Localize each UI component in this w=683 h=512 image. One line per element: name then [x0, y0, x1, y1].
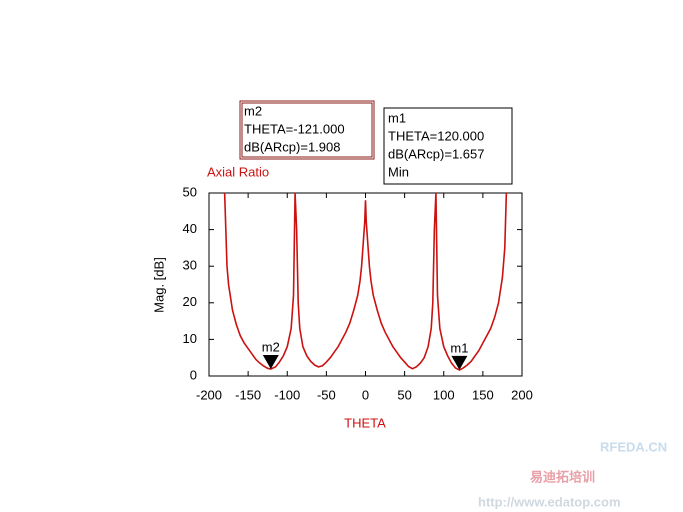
x-tick-label: 50 [397, 387, 411, 402]
marker-box-line: dB(ARcp)=1.657 [388, 146, 484, 161]
marker-box-name: m2 [244, 103, 262, 118]
marker-label: m1 [450, 340, 468, 355]
watermark: 易迪拓培训 [530, 469, 595, 484]
y-tick-label: 0 [190, 367, 197, 382]
marker-triangle [451, 355, 468, 370]
x-tick-label: 0 [362, 387, 369, 402]
y-tick-label: 30 [183, 258, 197, 273]
marker-label: m2 [262, 339, 280, 354]
curve [223, 192, 508, 371]
marker-box-line: dB(ARcp)=1.908 [244, 139, 340, 154]
x-tick-label: -150 [235, 387, 261, 402]
marker-box-line: THETA=120.000 [388, 128, 484, 143]
x-tick-label: -50 [317, 387, 336, 402]
marker-box: m2 THETA=-121.000 dB(ARcp)=1.908 [239, 100, 375, 160]
marker-box-name: m1 [388, 110, 406, 125]
marker-box-inner [241, 102, 373, 158]
marker-triangle [262, 355, 279, 370]
x-tick-label: 100 [433, 387, 455, 402]
y-tick-label: 40 [183, 221, 197, 236]
marker-box-border [383, 107, 513, 185]
x-tick-label: -200 [196, 387, 222, 402]
watermark: http://www.edatop.com [478, 494, 621, 509]
x-tick-label: 200 [511, 387, 533, 402]
x-tick-label: -100 [274, 387, 300, 402]
marker-box-border [239, 100, 375, 160]
x-tick-label: 150 [472, 387, 494, 402]
marker-box: m1 THETA=120.000 dB(ARcp)=1.657 Min [383, 107, 513, 185]
watermark: RFEDA.CN [600, 439, 667, 454]
x-axis-label: THETA [344, 415, 386, 430]
chart-title: Axial Ratio [207, 164, 269, 179]
y-tick-label: 20 [183, 294, 197, 309]
y-tick-label: 50 [183, 184, 197, 199]
marker-box-line: THETA=-121.000 [244, 121, 345, 136]
marker-box-line: Min [388, 164, 409, 179]
y-axis-label: Mag. [dB] [151, 257, 166, 313]
y-tick-label: 10 [183, 331, 197, 346]
